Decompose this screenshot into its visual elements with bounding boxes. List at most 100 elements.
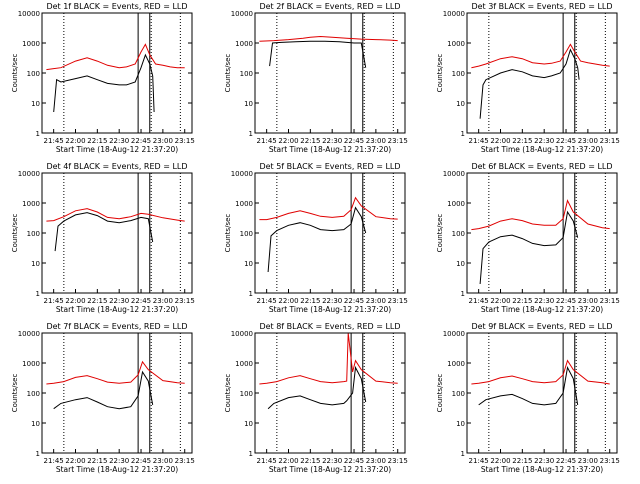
series-line-lld — [471, 199, 610, 231]
y-axis-label: Counts/sec — [224, 214, 232, 253]
y-tick-label: 10000 — [443, 170, 465, 178]
panel-det-9: Det 9f BLACK = Events, RED = LLD 1 10 100 10… — [436, 322, 620, 474]
x-tick-label: 23:15 — [600, 457, 620, 465]
x-tick-label: 22:30 — [534, 297, 554, 305]
y-axis-label: Counts/sec — [11, 374, 19, 413]
panel-det-3: Det 3f BLACK = Events, RED = LLD 1 10 100 10… — [436, 2, 620, 154]
series-line-events — [267, 206, 367, 273]
y-axis-label: Counts/sec — [436, 214, 444, 253]
y-tick-label: 1000 — [447, 40, 465, 48]
x-tick-label: 22:00 — [278, 137, 298, 145]
y-axis-label: Counts/sec — [224, 54, 232, 93]
x-tick-label: 22:30 — [322, 457, 342, 465]
series-line-lld — [471, 43, 610, 69]
series-line-lld — [46, 43, 185, 71]
panel-det-1: Det 1f BLACK = Events, RED = LLD 1 10 100 10… — [11, 2, 195, 154]
plot-frame — [41, 12, 193, 134]
panel-title: Det 7f BLACK = Events, RED = LLD — [46, 322, 187, 331]
series-line-events — [269, 40, 367, 68]
x-tick-label: 22:15 — [87, 457, 107, 465]
panel-title: Det 5f BLACK = Events, RED = LLD — [259, 162, 400, 171]
series-line-lld — [259, 196, 398, 221]
panel-det-5: Det 5f BLACK = Events, RED = LLD 1 10 100 10… — [224, 162, 408, 314]
x-tick-label: 23:00 — [366, 457, 386, 465]
x-tick-label: 22:15 — [512, 297, 532, 305]
x-tick-label: 22:30 — [109, 137, 129, 145]
x-tick-label: 22:30 — [322, 297, 342, 305]
x-tick-label: 22:45 — [556, 297, 576, 305]
x-axis-label: Start Time (18-Aug-12 21:37:20) — [56, 465, 178, 474]
x-tick-label: 21:45 — [257, 457, 277, 465]
x-tick-label: 21:45 — [44, 297, 64, 305]
x-tick-label: 21:45 — [469, 137, 489, 145]
y-axis-label: Counts/sec — [11, 54, 19, 93]
x-axis-label: Start Time (18-Aug-12 21:37:20) — [269, 465, 391, 474]
y-tick-label: 1 — [461, 130, 465, 138]
x-tick-label: 22:00 — [490, 457, 510, 465]
series-line-events — [53, 53, 155, 113]
series-line-lld — [46, 360, 185, 385]
x-tick-label: 21:45 — [257, 297, 277, 305]
plot-frame — [466, 332, 618, 454]
y-tick-label: 1 — [36, 130, 40, 138]
panel-det-7: Det 7f BLACK = Events, RED = LLD 1 10 100 10… — [11, 322, 195, 474]
x-tick-label: 21:45 — [44, 137, 64, 145]
y-tick-label: 100 — [452, 230, 465, 238]
y-tick-label: 100 — [452, 390, 465, 398]
y-tick-label: 1 — [461, 290, 465, 298]
x-axis-label: Start Time (18-Aug-12 21:37:20) — [56, 145, 178, 154]
x-tick-label: 22:30 — [109, 297, 129, 305]
plot-frame — [254, 12, 406, 134]
x-tick-label: 23:15 — [388, 137, 408, 145]
x-tick-label: 22:45 — [556, 137, 576, 145]
x-tick-label: 22:30 — [322, 137, 342, 145]
panel-title: Det 2f BLACK = Events, RED = LLD — [259, 2, 400, 11]
x-tick-label: 22:45 — [344, 297, 364, 305]
series-line-lld — [46, 208, 185, 222]
series-line-lld — [259, 35, 398, 42]
y-tick-label: 1000 — [447, 360, 465, 368]
y-tick-label: 10 — [31, 260, 40, 268]
y-tick-label: 10000 — [443, 10, 465, 18]
y-tick-label: 10 — [31, 100, 40, 108]
x-tick-label: 21:45 — [257, 137, 277, 145]
series-line-events — [479, 48, 580, 119]
y-tick-label: 10000 — [231, 170, 253, 178]
y-tick-label: 1 — [249, 130, 253, 138]
plot-frame — [466, 172, 618, 294]
y-tick-label: 100 — [240, 70, 253, 78]
x-tick-label: 22:15 — [512, 457, 532, 465]
y-axis-label: Counts/sec — [224, 374, 232, 413]
y-tick-label: 1000 — [22, 40, 40, 48]
x-tick-label: 23:00 — [578, 137, 598, 145]
x-tick-label: 23:15 — [388, 297, 408, 305]
y-tick-label: 1000 — [447, 200, 465, 208]
x-tick-label: 22:00 — [65, 297, 85, 305]
x-axis-label: Start Time (18-Aug-12 21:37:20) — [269, 305, 391, 314]
y-tick-label: 1000 — [235, 200, 253, 208]
series-line-events — [267, 365, 367, 410]
y-tick-label: 100 — [27, 230, 40, 238]
x-tick-label: 22:15 — [87, 137, 107, 145]
series-line-lld — [471, 359, 610, 385]
panel-det-6: Det 6f BLACK = Events, RED = LLD 1 10 100 10… — [436, 162, 620, 314]
x-tick-label: 22:15 — [300, 297, 320, 305]
x-tick-label: 22:15 — [300, 137, 320, 145]
x-tick-label: 23:15 — [600, 137, 620, 145]
plot-frame — [41, 332, 193, 454]
y-tick-label: 10000 — [18, 10, 40, 18]
x-tick-label: 23:15 — [600, 297, 620, 305]
x-tick-label: 23:00 — [578, 297, 598, 305]
y-axis-label: Counts/sec — [11, 214, 19, 253]
x-tick-label: 23:15 — [175, 457, 195, 465]
panel-title: Det 3f BLACK = Events, RED = LLD — [471, 2, 612, 11]
x-tick-label: 22:00 — [278, 297, 298, 305]
panel-title: Det 4f BLACK = Events, RED = LLD — [46, 162, 187, 171]
panel-title: Det 9f BLACK = Events, RED = LLD — [471, 322, 612, 331]
y-tick-label: 1 — [36, 450, 40, 458]
x-tick-label: 22:45 — [131, 297, 151, 305]
series-line-events — [53, 370, 154, 410]
x-tick-label: 23:00 — [366, 137, 386, 145]
x-tick-label: 22:15 — [300, 457, 320, 465]
x-tick-label: 23:15 — [175, 297, 195, 305]
